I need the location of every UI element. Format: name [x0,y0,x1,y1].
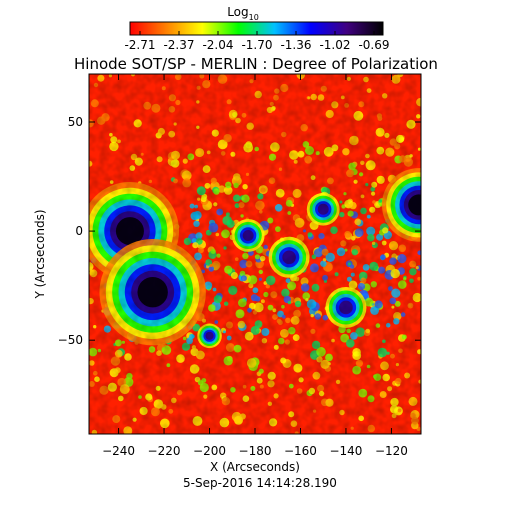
y-tick-label: −50 [58,333,83,347]
x-tick-label: −200 [193,444,226,458]
observation-date: 5-Sep-2016 14:14:28.190 [183,476,337,490]
x-tick-label: −140 [329,444,362,458]
y-tick-label: 50 [68,115,83,129]
y-tick-label: 0 [75,224,83,238]
x-axis: −240 −220 −200 −180 −160 −140 −120 [102,74,408,458]
colorbar-ticks: -2.71 -2.37 -2.04 -1.70 -1.36 -1.02 -0.69 [124,31,390,52]
x-tick-label: −220 [148,444,181,458]
colorbar-tick-label: -2.71 [124,38,155,52]
x-tick-label: −120 [375,444,408,458]
colorbar-label: Log10 [227,5,259,22]
y-axis-label: Y (Arcseconds) [33,209,47,299]
x-axis-label: X (Arcseconds) [210,460,300,474]
chart-title: Hinode SOT/SP - MERLIN : Degree of Polar… [74,55,438,73]
x-tick-label: −160 [284,444,317,458]
x-tick-label: −180 [239,444,272,458]
heatmap-noise [89,74,421,434]
colorbar-tick-label: -1.36 [280,38,311,52]
colorbar-tick-label: -2.37 [163,38,194,52]
colorbar-tick-label: -1.02 [319,38,350,52]
colorbar-tick-label: -1.70 [241,38,272,52]
heatmap-plot [89,74,421,434]
x-tick-label: −240 [102,444,135,458]
colorbar-tick-label: -2.04 [202,38,233,52]
colorbar-tick-label: -0.69 [358,38,389,52]
y-axis: 50 0 −50 [58,115,421,347]
